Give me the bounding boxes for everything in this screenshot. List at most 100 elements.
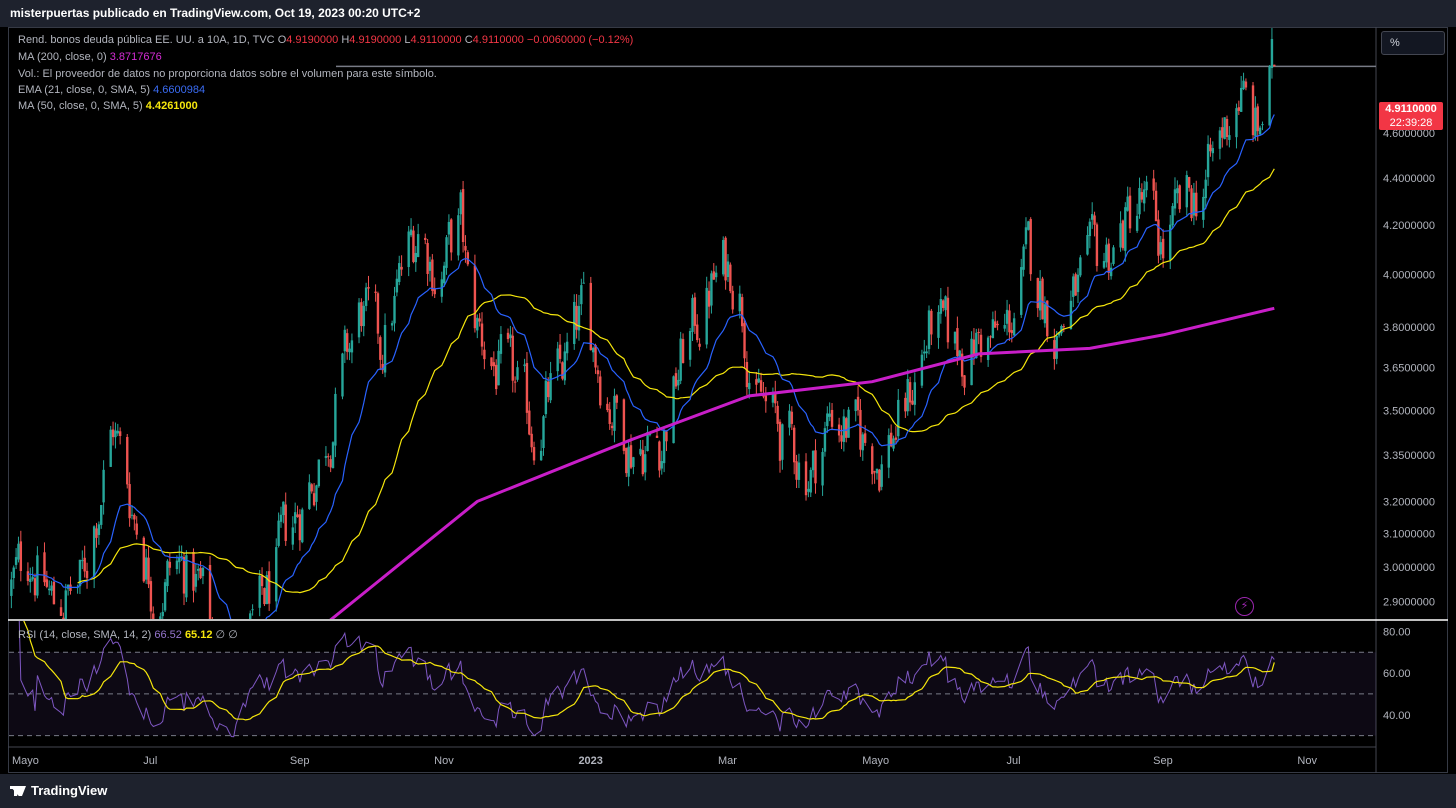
price-tick-label: 3.2000000 bbox=[1383, 496, 1435, 508]
candle-body bbox=[714, 272, 718, 278]
rsi-legend[interactable]: RSI (14, close, SMA, 14, 2) 66.52 65.12 … bbox=[18, 629, 238, 641]
candle-body bbox=[324, 456, 328, 458]
candle bbox=[859, 399, 862, 457]
candle-body bbox=[977, 331, 980, 333]
candle-body bbox=[284, 504, 287, 541]
candle-body bbox=[622, 399, 626, 451]
candle-body bbox=[681, 339, 685, 364]
candle bbox=[665, 430, 668, 452]
candle-body bbox=[826, 413, 829, 427]
candle-body bbox=[343, 329, 347, 352]
candle bbox=[1102, 252, 1106, 270]
candle-body bbox=[400, 266, 403, 270]
candle bbox=[790, 406, 794, 431]
candle-body bbox=[646, 432, 649, 452]
candle-body bbox=[1204, 179, 1207, 199]
candle bbox=[542, 414, 545, 456]
candle-body bbox=[580, 285, 583, 305]
candle bbox=[275, 538, 278, 612]
candle bbox=[490, 357, 493, 370]
candle-body bbox=[781, 424, 784, 460]
ma50-legend[interactable]: MA (50, close, 0, SMA, 5) 4.4261000 bbox=[18, 100, 198, 112]
candle-body bbox=[1239, 87, 1243, 112]
candle-body bbox=[889, 432, 893, 447]
candle-body bbox=[78, 559, 82, 587]
candle-body bbox=[1107, 243, 1110, 273]
candle-body bbox=[691, 298, 694, 332]
candle-body bbox=[459, 192, 462, 215]
candle bbox=[374, 284, 377, 302]
candle-body bbox=[192, 551, 195, 591]
price-tick-label: 4.6000000 bbox=[1383, 128, 1435, 140]
candle bbox=[1211, 141, 1215, 162]
candle-body bbox=[908, 382, 912, 403]
candle bbox=[1062, 323, 1066, 333]
symbol-legend: Rend. bonos deuda pública EE. UU. a 10A,… bbox=[18, 34, 634, 46]
candle bbox=[1079, 255, 1082, 278]
candle-body bbox=[880, 464, 883, 487]
candle bbox=[367, 275, 370, 301]
candle bbox=[894, 426, 898, 444]
candle bbox=[1121, 219, 1125, 251]
candle bbox=[1171, 203, 1174, 228]
candle bbox=[615, 394, 619, 410]
ema21-legend[interactable]: EMA (21, close, 0, SMA, 5) 4.6600984 bbox=[18, 84, 206, 96]
candle bbox=[1242, 72, 1245, 91]
candle-body bbox=[797, 462, 801, 480]
candle bbox=[350, 333, 354, 364]
candle-body bbox=[582, 282, 585, 284]
candle-body bbox=[1102, 261, 1106, 268]
candle bbox=[1202, 188, 1205, 228]
candle-body bbox=[1072, 276, 1075, 297]
candle-body bbox=[428, 261, 432, 271]
tradingview-logo[interactable]: TradingView bbox=[10, 783, 107, 798]
candle-body bbox=[1121, 220, 1125, 249]
candle bbox=[407, 225, 410, 277]
candle bbox=[1010, 322, 1013, 343]
candle bbox=[977, 328, 980, 345]
candle-body bbox=[875, 468, 879, 474]
candle bbox=[126, 434, 129, 489]
candle bbox=[1268, 65, 1271, 126]
candle-body bbox=[126, 437, 129, 485]
candle bbox=[674, 367, 678, 389]
candle-body bbox=[381, 363, 384, 371]
candle bbox=[1145, 175, 1148, 198]
candle-body bbox=[1105, 244, 1108, 263]
candle-body bbox=[102, 469, 105, 503]
candle-body bbox=[194, 573, 198, 587]
percent-scale-button[interactable]: % bbox=[1381, 31, 1445, 55]
volume-legend[interactable]: Vol.: El proveedor de datos no proporcio… bbox=[18, 68, 437, 80]
candle-body bbox=[937, 312, 940, 338]
candle-body bbox=[821, 451, 824, 486]
candle bbox=[1090, 202, 1094, 229]
candle-body bbox=[759, 380, 763, 392]
candle-body bbox=[963, 375, 966, 388]
candle-body bbox=[873, 471, 876, 473]
candle bbox=[483, 341, 486, 370]
candle bbox=[1209, 137, 1212, 157]
candle-body bbox=[1152, 178, 1155, 191]
candle-body bbox=[109, 429, 112, 467]
candle-body bbox=[350, 340, 354, 353]
candle bbox=[776, 401, 779, 432]
candle bbox=[646, 425, 649, 452]
candle bbox=[152, 606, 155, 619]
candle-body bbox=[1057, 332, 1061, 336]
candle-body bbox=[312, 493, 316, 506]
candle-body bbox=[50, 585, 53, 591]
price-tick-label: 3.3500000 bbox=[1383, 450, 1435, 462]
candle bbox=[331, 441, 335, 469]
ma200-legend[interactable]: MA (200, close, 0) 3.8717676 bbox=[18, 51, 162, 63]
candle bbox=[395, 269, 399, 297]
candle bbox=[346, 328, 349, 360]
high-value: 4.9190000 bbox=[349, 34, 402, 46]
candle bbox=[660, 450, 663, 475]
time-tick-label: Nov bbox=[434, 755, 454, 767]
candle-body bbox=[348, 348, 351, 353]
bolt-icon[interactable]: ⚡ bbox=[1235, 597, 1254, 616]
price-pane bbox=[10, 28, 1376, 619]
candle bbox=[693, 292, 697, 334]
candle bbox=[887, 428, 890, 479]
